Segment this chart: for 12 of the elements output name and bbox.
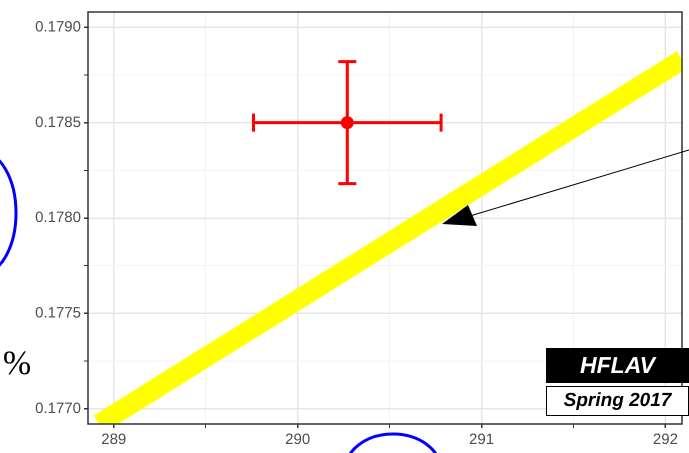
- y-tick-label: 0.1780: [35, 209, 81, 226]
- y-axis-title: %: [2, 344, 32, 382]
- y-tick-label: 0.1770: [35, 400, 81, 417]
- x-tick-label: 289: [101, 431, 126, 448]
- y-tick-label: 0.1790: [35, 18, 81, 36]
- y-tick-label: 0.1785: [35, 114, 81, 131]
- annotation: HFLAV: [546, 348, 689, 383]
- y-tick-label: 0.1775: [35, 304, 81, 322]
- annotation: Spring 2017: [546, 386, 689, 416]
- x-tick-label: 292: [652, 431, 678, 448]
- x-tick-label: 290: [285, 431, 310, 448]
- x-tick-label: 291: [469, 431, 494, 448]
